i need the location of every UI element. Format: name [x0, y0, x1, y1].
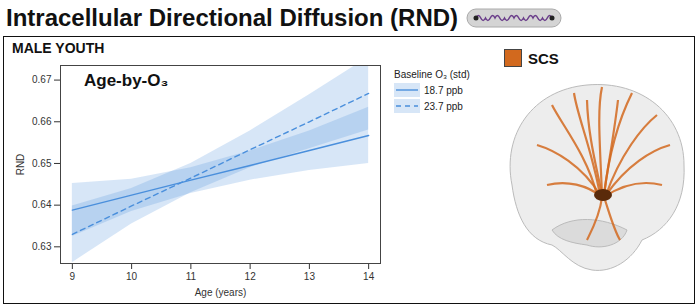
svg-text:11: 11: [186, 271, 197, 282]
svg-text:RND: RND: [15, 154, 26, 176]
html-text:23.7 ppb: 23.7 ppb: [424, 100, 463, 112]
svg-text:Age (years): Age (years): [195, 287, 247, 298]
html-text:SCS: SCS: [528, 49, 559, 67]
html-text:Age-by-O₃: Age-by-O₃: [84, 71, 169, 90]
svg-text:0.64: 0.64: [32, 199, 52, 210]
svg-text:0.67: 0.67: [32, 74, 52, 85]
svg-text:10: 10: [126, 271, 138, 282]
html-text:Intracellular Directional Diff: Intracellular Directional Diffusion (RND…: [6, 4, 459, 31]
svg-text:0.63: 0.63: [32, 241, 52, 252]
svg-text:14: 14: [363, 271, 375, 282]
svg-text:0.65: 0.65: [32, 158, 52, 169]
svg-text:13: 13: [304, 271, 316, 282]
html-text:MALE YOUTH: MALE YOUTH: [12, 40, 105, 56]
svg-text:0.66: 0.66: [32, 116, 52, 127]
html-text:18.7 ppb: 18.7 ppb: [424, 84, 463, 96]
svg-text:9: 9: [70, 271, 76, 282]
html-text:Baseline O₃ (std): Baseline O₃ (std): [394, 69, 470, 80]
svg-text:12: 12: [245, 271, 257, 282]
